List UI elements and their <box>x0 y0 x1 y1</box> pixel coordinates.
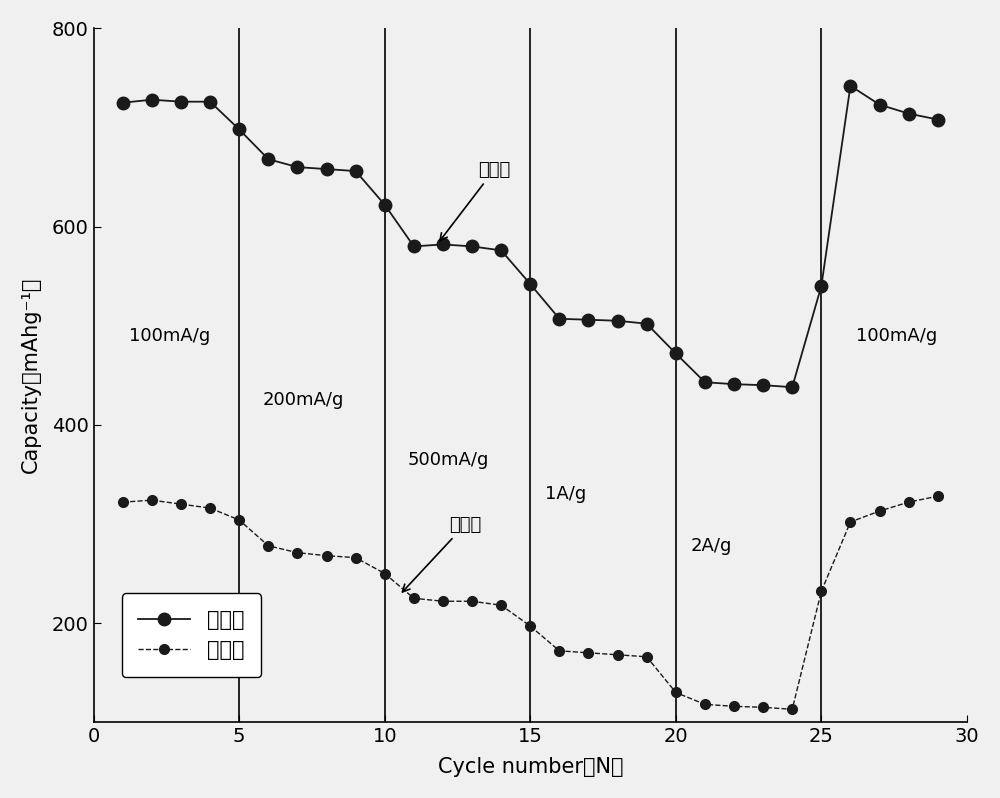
球壳状 <box>670 349 682 358</box>
Legend: 球壳状, 颗粒状: 球壳状, 颗粒状 <box>122 594 261 677</box>
颗粒状 <box>321 551 333 560</box>
X-axis label: Cycle number（N）: Cycle number（N） <box>438 757 623 777</box>
球壳状 <box>437 239 449 249</box>
颗粒状 <box>844 517 856 527</box>
球壳状 <box>321 164 333 174</box>
球壳状 <box>786 382 798 392</box>
颗粒状 <box>582 648 594 658</box>
球壳状 <box>641 319 653 329</box>
Text: 球壳状: 球壳状 <box>440 161 510 241</box>
颗粒状 <box>466 596 478 606</box>
球壳状 <box>874 100 886 109</box>
球壳状 <box>815 281 827 290</box>
Text: 颗粒状: 颗粒状 <box>402 516 481 592</box>
球壳状 <box>699 377 711 387</box>
颗粒状 <box>437 596 449 606</box>
球壳状 <box>495 246 507 255</box>
Y-axis label: Capacity（mAhg⁻¹）: Capacity（mAhg⁻¹） <box>21 277 41 473</box>
Text: 500mA/g: 500mA/g <box>408 451 489 468</box>
球壳状 <box>408 242 420 251</box>
颗粒状 <box>874 506 886 516</box>
颗粒状 <box>350 553 362 563</box>
球壳状 <box>757 381 769 390</box>
颗粒状 <box>612 650 624 660</box>
颗粒状 <box>786 705 798 714</box>
Text: 1A/g: 1A/g <box>545 485 586 504</box>
颗粒状 <box>291 548 303 558</box>
颗粒状 <box>670 688 682 697</box>
颗粒状 <box>262 541 274 551</box>
球壳状 <box>233 124 245 134</box>
球壳状 <box>117 98 129 108</box>
球壳状 <box>262 154 274 164</box>
Text: 2A/g: 2A/g <box>690 537 732 555</box>
球壳状 <box>146 95 158 105</box>
球壳状 <box>204 97 216 106</box>
颗粒状 <box>757 702 769 712</box>
颗粒状 <box>728 701 740 711</box>
球壳状 <box>903 109 915 118</box>
颗粒状 <box>903 497 915 507</box>
球壳状 <box>553 314 565 323</box>
球壳状 <box>582 315 594 325</box>
球壳状 <box>844 81 856 91</box>
Line: 颗粒状: 颗粒状 <box>118 492 943 714</box>
球壳状 <box>932 115 944 124</box>
颗粒状 <box>932 492 944 501</box>
颗粒状 <box>699 700 711 709</box>
颗粒状 <box>641 652 653 662</box>
球壳状 <box>466 242 478 251</box>
颗粒状 <box>524 622 536 631</box>
球壳状 <box>175 97 187 106</box>
球壳状 <box>291 162 303 172</box>
球壳状 <box>524 279 536 289</box>
球壳状 <box>379 200 391 210</box>
颗粒状 <box>495 600 507 610</box>
球壳状 <box>612 316 624 326</box>
Text: 200mA/g: 200mA/g <box>262 391 344 409</box>
颗粒状 <box>117 497 129 507</box>
颗粒状 <box>379 569 391 579</box>
球壳状 <box>728 379 740 389</box>
颗粒状 <box>408 594 420 603</box>
颗粒状 <box>146 496 158 505</box>
球壳状 <box>350 166 362 176</box>
颗粒状 <box>175 500 187 509</box>
Text: 100mA/g: 100mA/g <box>856 326 938 345</box>
颗粒状 <box>553 646 565 656</box>
颗粒状 <box>815 587 827 596</box>
颗粒状 <box>233 516 245 525</box>
颗粒状 <box>204 504 216 513</box>
Line: 球壳状: 球壳状 <box>117 80 944 393</box>
Text: 100mA/g: 100mA/g <box>129 326 210 345</box>
